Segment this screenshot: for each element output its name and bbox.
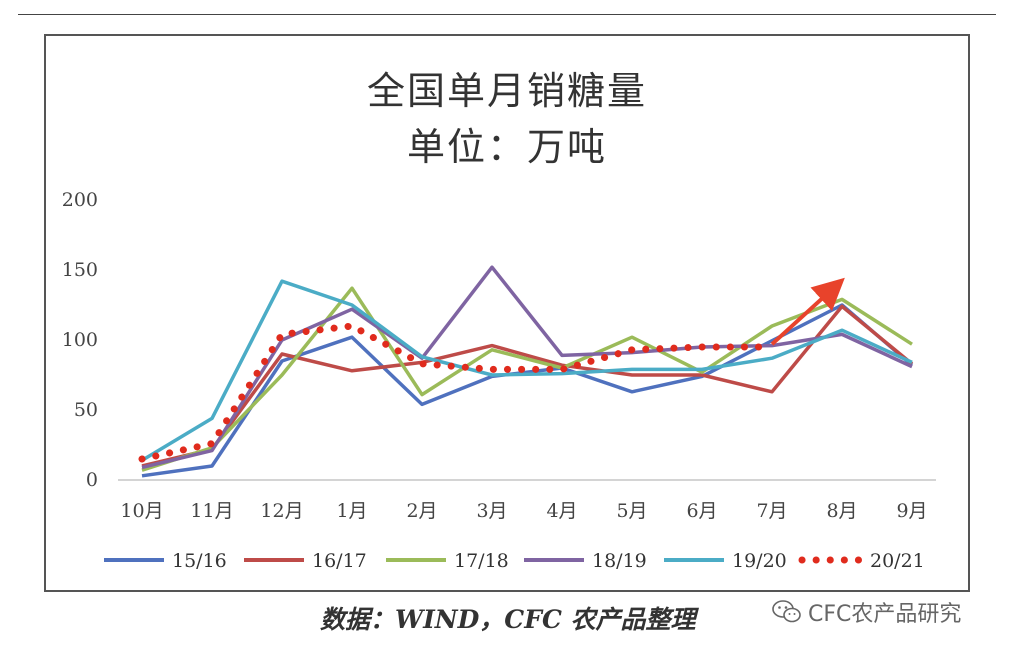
y-tick-label: 0	[86, 469, 98, 491]
x-tick-label: 11月	[190, 500, 233, 522]
legend-label: 18/19	[592, 550, 647, 572]
series-line-19-20	[141, 279, 913, 462]
watermark: CFC农产品研究	[772, 596, 961, 628]
legend-label: 19/20	[732, 550, 787, 572]
series-line-18-19	[141, 265, 913, 470]
x-tick-label: 8月	[826, 500, 857, 522]
chart-title: 全国单月销糖量	[366, 69, 647, 113]
wechat-icon	[772, 600, 801, 623]
x-tick-label: 6月	[686, 500, 717, 522]
x-tick-label: 9月	[896, 500, 927, 522]
trend-arrow	[770, 277, 845, 346]
x-tick-label: 7月	[756, 500, 787, 522]
chart-frame: 全国单月销糖量 单位：万吨 0 50 100 150 200 10月 11月 12月 1月 2月 3…	[44, 34, 970, 592]
legend-label: 16/17	[312, 550, 367, 572]
y-tick-label: 50	[74, 399, 98, 421]
chart-subtitle: 单位：万吨	[406, 125, 607, 169]
x-tick-label: 4月	[546, 500, 577, 522]
x-tick-label: 10月	[120, 500, 163, 522]
x-tick-label: 12月	[260, 500, 303, 522]
line-chart: 0 50 100 150 200 10月 11月 12月 1月 2月 3月 4月 5月 6月 7月 8月 9月 1…	[62, 189, 936, 572]
legend-label: 17/18	[454, 550, 509, 572]
series-line-16-17	[141, 304, 914, 468]
legend-label: 20/21	[870, 550, 925, 572]
series-line-20-21	[138, 322, 776, 463]
x-tick-label: 3月	[476, 500, 507, 522]
x-tick-label: 1月	[336, 500, 367, 522]
series-line-17-18	[141, 286, 913, 472]
legend-label: 15/16	[172, 550, 227, 572]
y-tick-label: 150	[62, 259, 98, 281]
y-tick-label: 100	[62, 329, 98, 351]
x-tick-label: 2月	[406, 500, 437, 522]
top-rule	[18, 14, 996, 15]
x-tick-label: 5月	[616, 500, 647, 522]
source-note: 数据：WIND，CFC 农产品整理	[320, 605, 696, 634]
y-tick-label: 200	[62, 189, 98, 211]
watermark-text: CFC农产品研究	[808, 602, 962, 627]
